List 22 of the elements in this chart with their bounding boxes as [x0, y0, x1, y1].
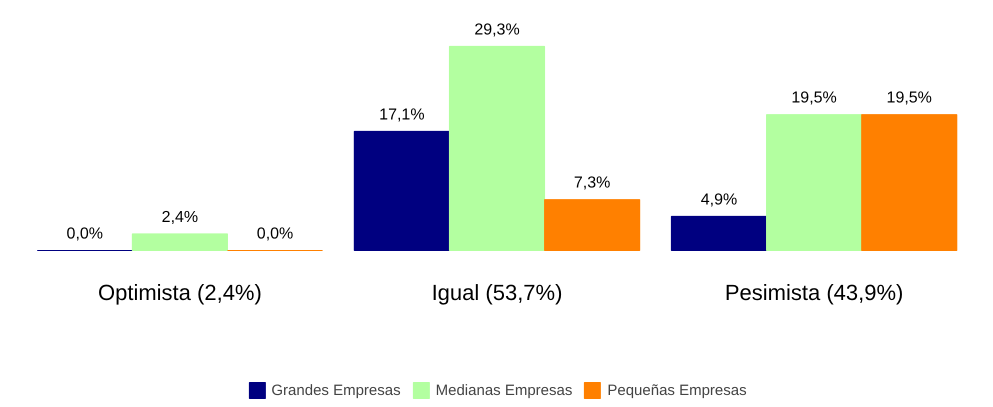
legend-label: Medianas Empresas [436, 382, 572, 398]
data-label: 0,0% [66, 226, 104, 243]
x-tick-label: Igual (53,7%) [432, 280, 562, 305]
bar [670, 216, 768, 252]
bar [132, 233, 228, 252]
data-label: 19,5% [791, 90, 837, 107]
data-label: 29,3% [474, 21, 520, 38]
bar [766, 114, 862, 252]
bar [448, 46, 546, 252]
data-label: 2,4% [162, 208, 198, 226]
x-tick-label: Pesimista (43,9%) [724, 280, 904, 305]
data-label: 0,0% [256, 226, 294, 243]
bar [861, 114, 958, 252]
data-label: 17,1% [379, 106, 425, 124]
data-label: 19,5% [886, 90, 932, 107]
legend-label: Grandes Empresas [271, 382, 401, 398]
bar [354, 130, 450, 252]
legend-label: Pequeñas Empresas [607, 382, 747, 398]
data-label: 7,3% [574, 174, 610, 192]
bar [544, 199, 640, 252]
x-tick-label: Optimista (2,4%) [98, 280, 262, 305]
data-label: 4,9% [700, 191, 738, 208]
